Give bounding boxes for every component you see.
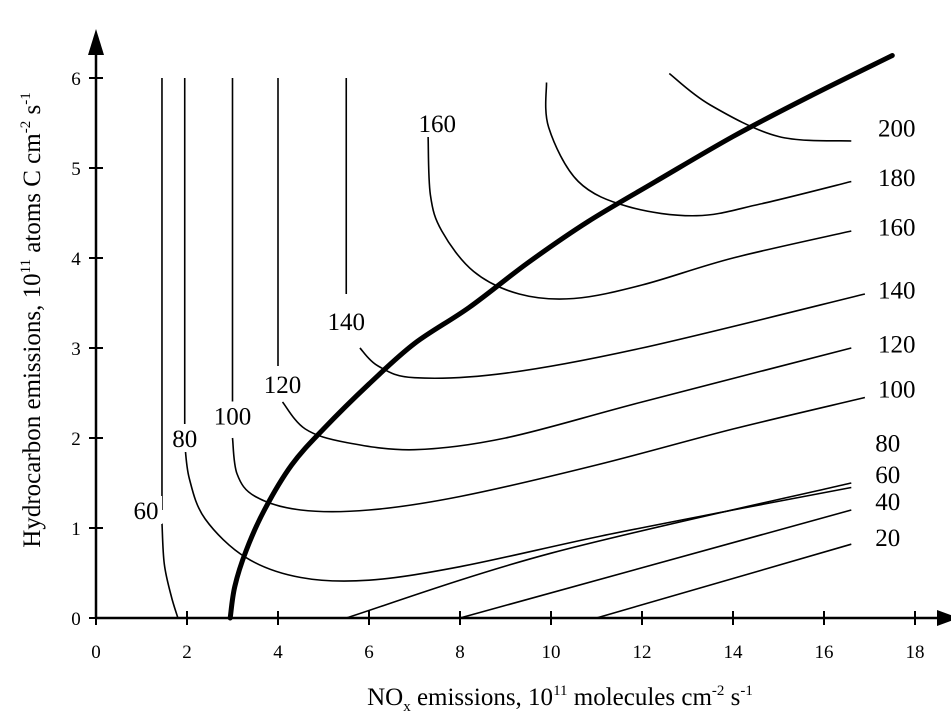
x-tick-label-0: 0 [91, 642, 101, 663]
contour-label-80: 80 [875, 431, 900, 458]
y-tick-label-3: 3 [71, 339, 81, 360]
contour-line-180 [544, 82, 852, 217]
contour-line-200 [668, 72, 852, 142]
contour-line-20 [596, 543, 852, 619]
contours-group [161, 72, 866, 619]
x-tick-label-8: 8 [455, 642, 465, 663]
contour-line-60 [161, 523, 179, 619]
contour-label-180: 180 [878, 165, 916, 192]
y-tick-label-2: 2 [71, 429, 81, 450]
contour-line-40 [459, 509, 852, 619]
contour-label-bg-6 [874, 329, 920, 358]
contour-label-bg-13 [210, 401, 255, 430]
contour-label-bg-12 [168, 424, 201, 452]
x-tick-label-10: 10 [542, 642, 561, 663]
y-tick-label-5: 5 [71, 159, 81, 180]
y-tick-label-4: 4 [71, 249, 81, 270]
contour-label-120: 120 [878, 332, 916, 359]
y-axis-label: Hydrocarbon emissions, 1011 atoms C cm-2… [18, 92, 46, 547]
y-tick-label-0: 0 [71, 609, 81, 630]
x-tick-label-12: 12 [633, 642, 652, 663]
vertical-lines-group [161, 78, 348, 510]
x-axis-arrow [937, 610, 951, 626]
x-tick-label-14: 14 [724, 642, 744, 663]
contour-label-60: 60 [875, 462, 900, 489]
axes-group [88, 29, 951, 626]
contour-label-140: 140 [328, 309, 366, 336]
contour-label-200: 200 [878, 116, 916, 143]
contour-label-bg-2 [871, 487, 904, 515]
contour-line-60 [346, 482, 852, 619]
contour-label-bg-4 [871, 428, 904, 457]
x-tick-label-18: 18 [906, 642, 925, 663]
contour-label-160: 160 [878, 215, 916, 242]
x-tick-label-2: 2 [182, 642, 192, 663]
ridge-group [227, 53, 895, 621]
y-axis-arrow [88, 29, 104, 55]
y-tick-label-6: 6 [71, 69, 81, 90]
contour-label-bg-11 [130, 496, 163, 524]
contour-label-bg-15 [323, 307, 369, 335]
contour-label-bg-10 [874, 113, 920, 142]
contour-label-20: 20 [875, 525, 900, 552]
contour-label-160: 160 [419, 111, 457, 138]
contour-label-120: 120 [264, 372, 302, 399]
contour-line-140 [359, 293, 866, 379]
contour-label-40: 40 [875, 489, 900, 516]
contour-label-bg-7 [874, 275, 920, 304]
contour-label-140: 140 [878, 278, 916, 305]
x-axis-label: NOx emissions, 1011 molecules cm-2 s-1 [367, 683, 753, 715]
contour-label-bg-3 [871, 460, 904, 488]
contour-label-bg-5 [874, 374, 920, 403]
contour-label-bg-14 [260, 370, 306, 398]
x-tick-label-6: 6 [364, 642, 374, 663]
contour-label-100: 100 [878, 377, 916, 404]
contour-label-bg-1 [871, 523, 904, 551]
contour-line-80 [183, 442, 852, 582]
contour-label-bg-8 [874, 212, 920, 241]
x-tick-label-16: 16 [815, 642, 834, 663]
contour-line-160 [427, 136, 852, 300]
contour-label-100: 100 [214, 404, 252, 431]
contour-label-bg-9 [874, 163, 920, 191]
contour-label-80: 80 [172, 426, 197, 453]
contour-line-120 [281, 347, 852, 451]
x-tick-label-4: 4 [273, 642, 283, 663]
y-tick-label-1: 1 [71, 519, 81, 540]
ridge-line [227, 53, 895, 621]
contour-label-60: 60 [134, 498, 159, 525]
contour-line-100 [231, 396, 866, 513]
contour-label-bg-16 [414, 109, 460, 137]
contour-labels-group: 2040608010012014016018020060801001201401… [130, 109, 920, 552]
